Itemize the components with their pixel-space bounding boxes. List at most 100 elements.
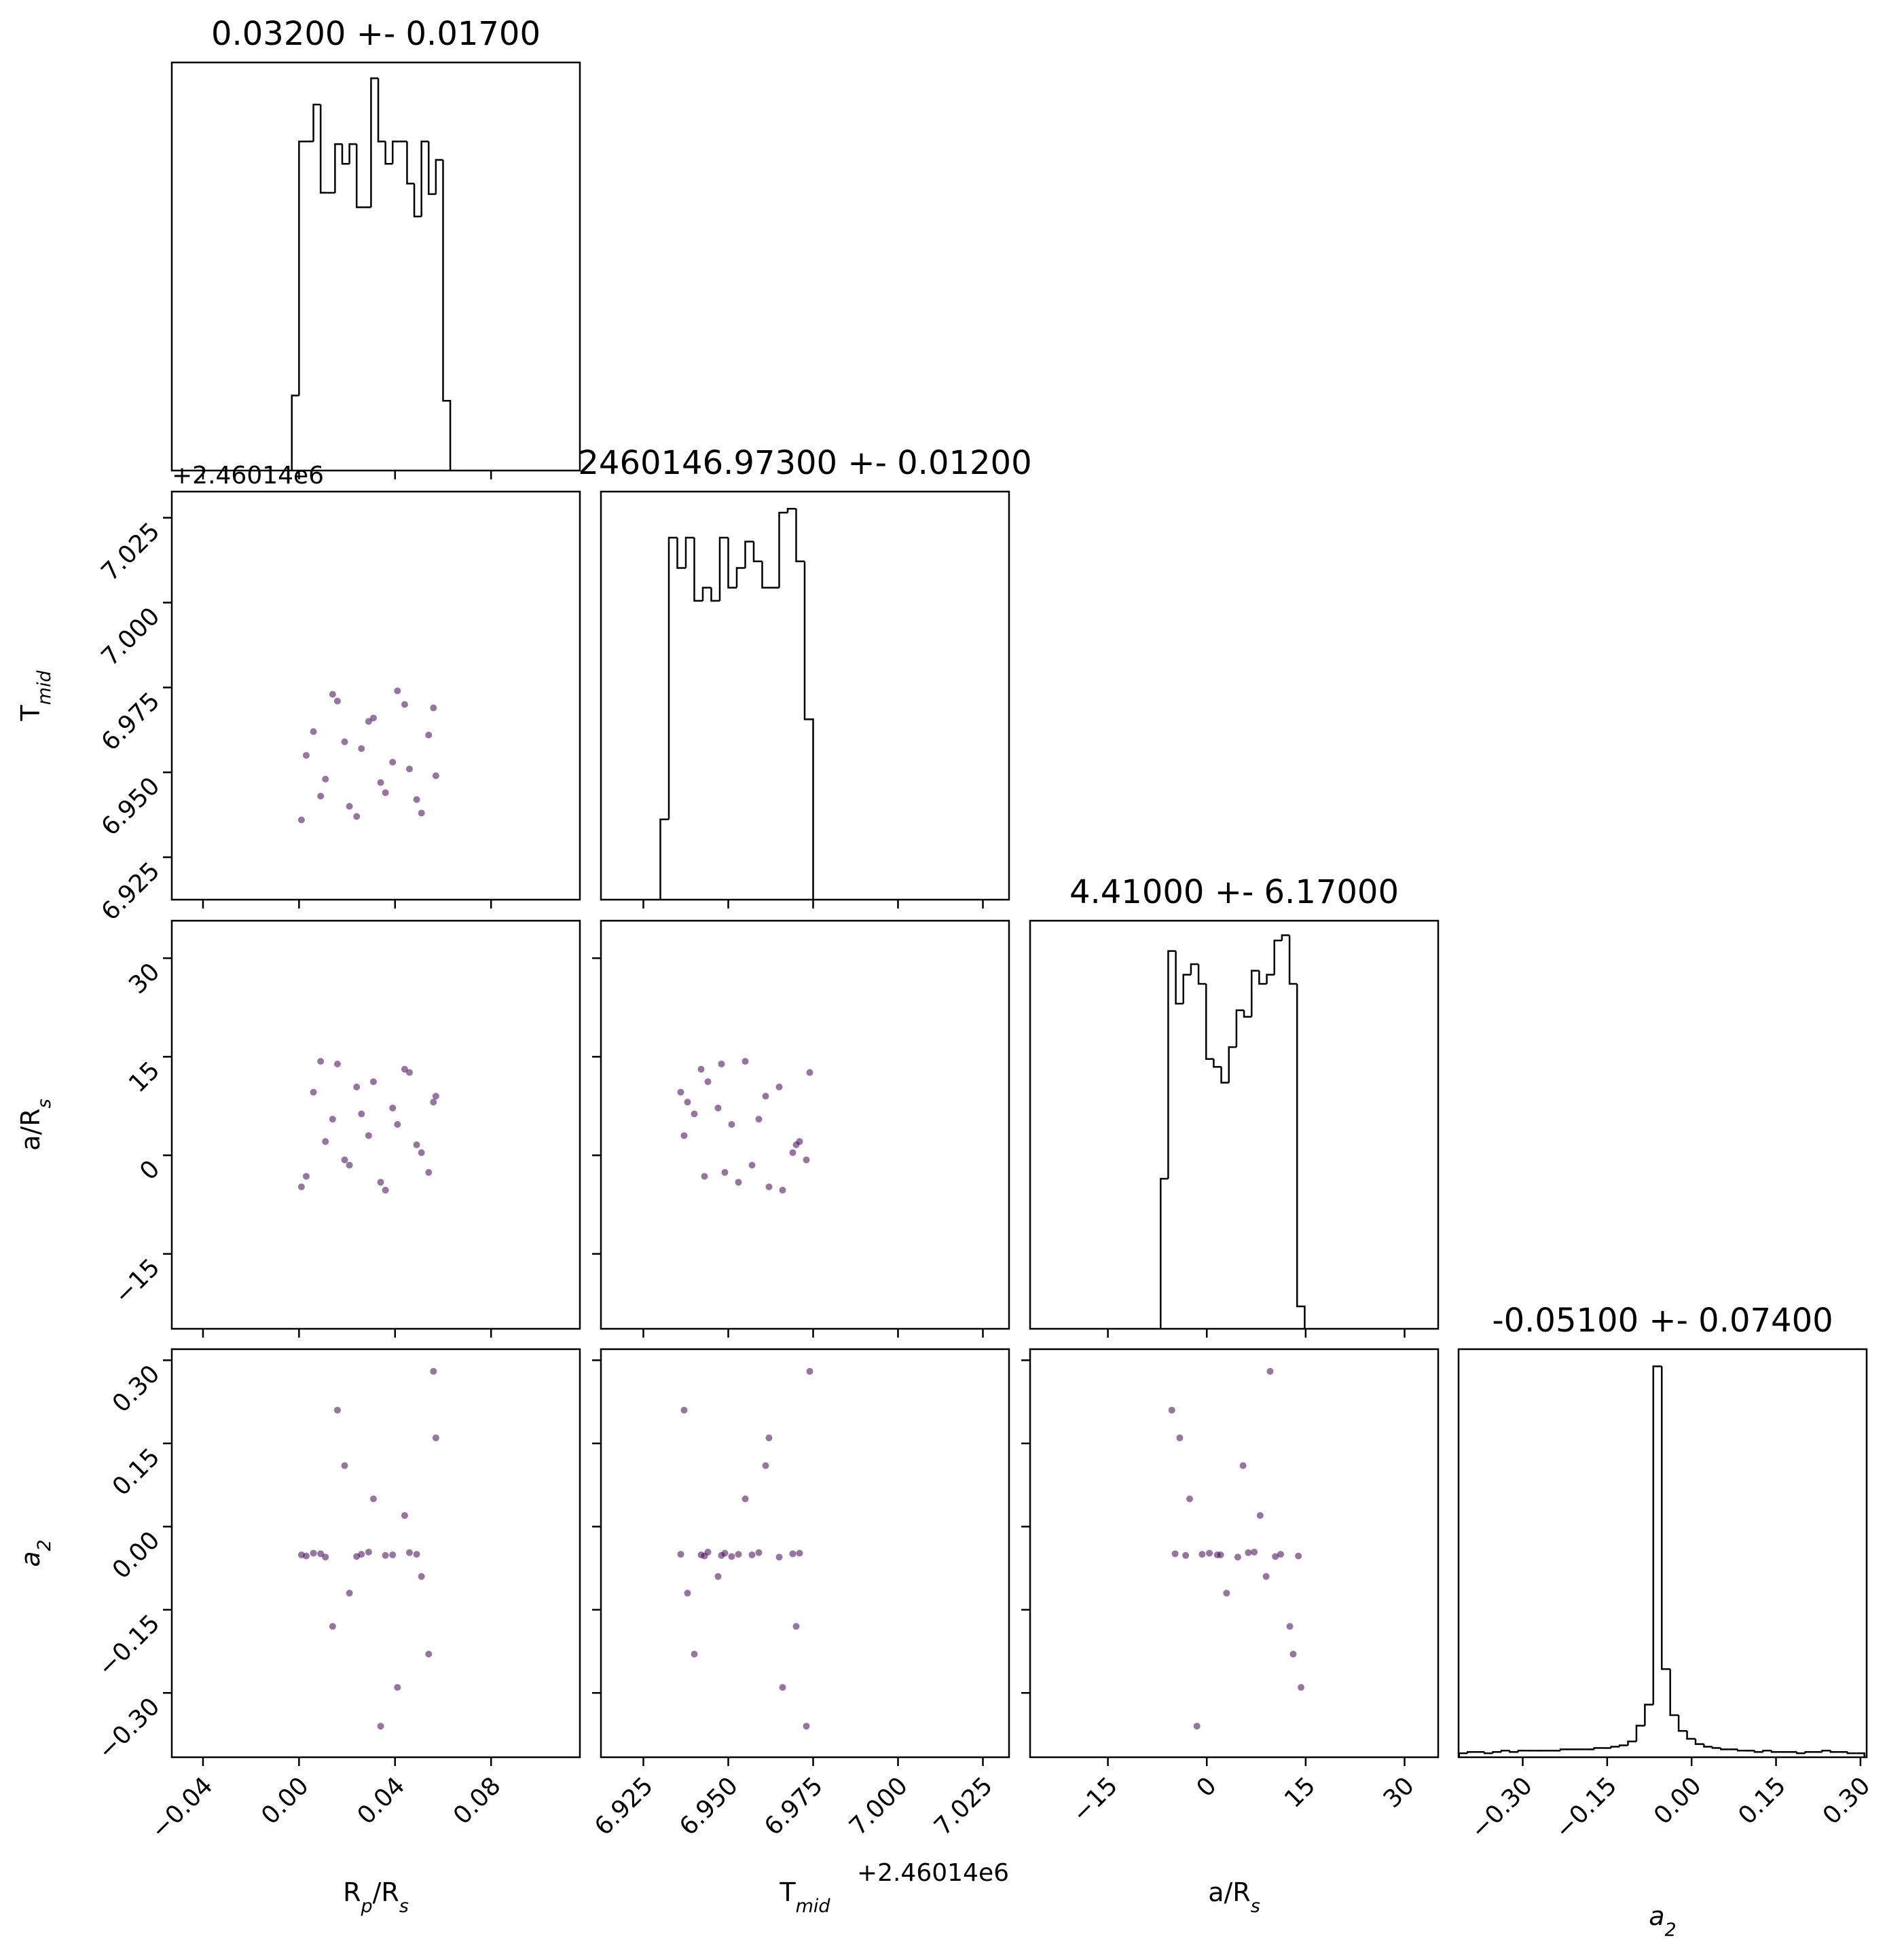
hist-step (1266, 974, 1275, 985)
x-tick-label: 0.08 (448, 1772, 507, 1831)
sample-point (310, 1088, 317, 1096)
sample-point (1289, 1651, 1297, 1658)
sample-point (714, 1573, 722, 1580)
panel: −15 0 15 30 a/Rs (1021, 1348, 1440, 1917)
y-tick-label: 0.30 (107, 1360, 166, 1418)
sample-point (333, 1060, 341, 1067)
sample-point (405, 765, 413, 773)
sample-point (792, 1141, 800, 1149)
sample-point (389, 1104, 397, 1112)
hist-step (1618, 1744, 1628, 1747)
hist-step (718, 536, 729, 601)
sample-point (405, 1069, 413, 1076)
label-part: mid (34, 670, 55, 705)
hist-step (370, 77, 379, 208)
sample-point (742, 1058, 749, 1065)
sample-point (1277, 1551, 1284, 1558)
sample-point (322, 775, 329, 783)
hist-step (1228, 1046, 1237, 1083)
sample-point (430, 704, 437, 712)
hist-step (1281, 934, 1290, 941)
sample-point (394, 687, 401, 695)
sample-point (297, 1183, 305, 1190)
sample-point (432, 1434, 439, 1442)
sample-point (310, 1549, 317, 1557)
sample-point (418, 809, 425, 817)
sample-point (1266, 1367, 1274, 1375)
sample-point (762, 1462, 769, 1469)
sample-point (1286, 1623, 1294, 1630)
x-tick-label: 0 (1192, 1772, 1222, 1803)
sample-point (721, 1549, 729, 1557)
y-tick-label: 15 (124, 1057, 165, 1098)
hist-step (435, 159, 443, 194)
hist-step (659, 818, 669, 900)
hist-step (1762, 1750, 1772, 1752)
label-part: T (16, 705, 45, 722)
hist-step (1220, 1067, 1229, 1084)
sample-point (413, 796, 420, 803)
sample-point (369, 1078, 377, 1086)
sample-point (353, 813, 361, 820)
hist-step (786, 507, 797, 513)
sample-point (322, 1138, 329, 1145)
sample-point (1256, 1511, 1264, 1519)
label-part: s (399, 1896, 409, 1917)
panel: −0.04 0.00 0.04 0.08 −0.30 −0.15 0.00 0.15 0.30 R… (16, 1348, 581, 1917)
sample-point (369, 714, 377, 722)
x-tick-label: 0.15 (1733, 1772, 1791, 1831)
sample-point (418, 1149, 425, 1156)
axis-label: a/Rs (16, 1099, 55, 1151)
x-tick-label: 6.950 (674, 1772, 744, 1841)
sample-point (1262, 1573, 1270, 1580)
hist-step (1694, 1738, 1704, 1745)
sample-point (803, 1156, 810, 1164)
sample-point (1186, 1495, 1193, 1503)
sample-point (346, 1590, 353, 1597)
sample-point (680, 1406, 688, 1414)
sample-point (346, 803, 353, 810)
sample-point (748, 1551, 756, 1558)
hist-step (1296, 984, 1306, 1329)
hist-step (795, 509, 805, 563)
sample-point (430, 1099, 437, 1106)
label-part: a/R (1208, 1877, 1251, 1907)
hist-step (291, 394, 299, 471)
hist-step (334, 143, 343, 193)
sample-point (1239, 1462, 1247, 1469)
sample-point (382, 1552, 389, 1559)
hist-step (1175, 951, 1184, 1005)
sample-point (735, 1551, 742, 1558)
panel-title: 4.41000 +- 6.17000 (1069, 873, 1399, 911)
label-part: T (779, 1877, 796, 1907)
hist-step (803, 561, 814, 900)
sample-point (425, 1169, 433, 1176)
axis-label: Tmid (16, 670, 55, 722)
hist-step (1610, 1746, 1620, 1748)
hist-step (319, 105, 328, 194)
sample-point (735, 1179, 742, 1186)
sample-point (377, 1723, 384, 1730)
hist-step (442, 160, 452, 471)
sample-point (432, 772, 439, 779)
sample-point (1168, 1406, 1175, 1414)
sample-point (394, 1121, 401, 1128)
y-tick-label: 0.00 (107, 1526, 166, 1585)
sample-point (389, 1551, 397, 1558)
hist-step (1509, 1750, 1518, 1753)
sample-point (358, 1110, 365, 1118)
sample-point (677, 1088, 684, 1096)
panel-title: 2460146.97300 +- 0.01200 (578, 444, 1031, 482)
hist-step (1753, 1750, 1763, 1753)
hist-step (1644, 1704, 1653, 1726)
panel-frame (1029, 1348, 1440, 1759)
sample-point (796, 1549, 803, 1557)
hist-step (1205, 984, 1214, 1060)
hist-step (1243, 1010, 1252, 1018)
panel: 4.41000 +- 6.17000 (1029, 873, 1440, 1338)
sample-point (333, 1406, 341, 1414)
sample-point (779, 1186, 786, 1194)
label-part: a (16, 1551, 45, 1566)
label-part: 2 (34, 1539, 55, 1551)
